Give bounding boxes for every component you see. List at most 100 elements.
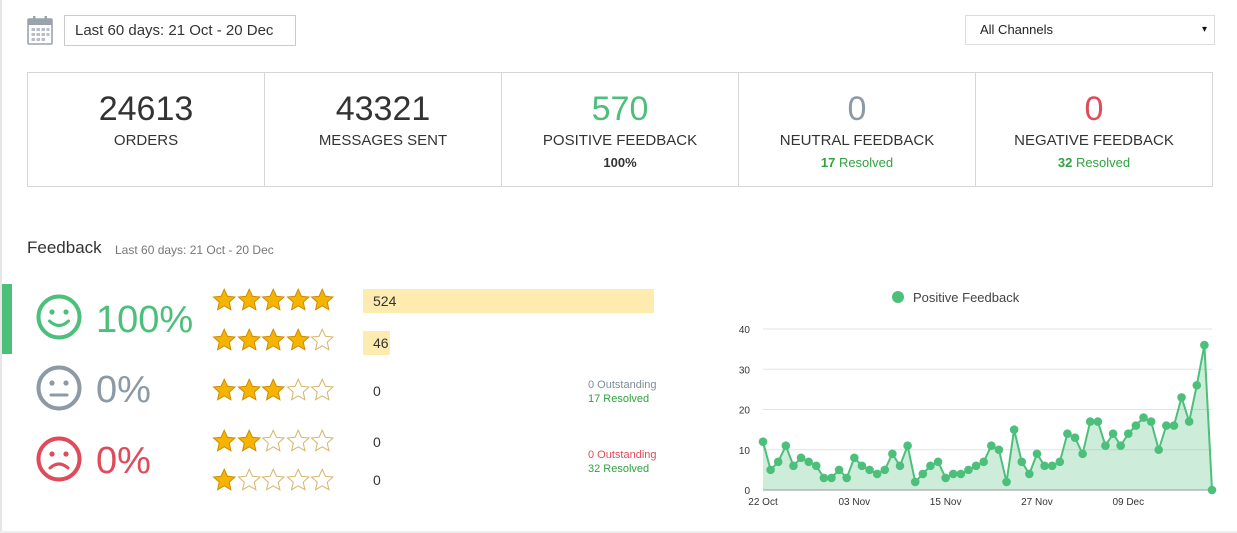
star-filled-icon (285, 288, 310, 311)
star-filled-icon (261, 288, 286, 311)
three-star-count: 0 (373, 383, 381, 399)
stat-orders[interactable]: 24613 ORDERS (28, 73, 265, 186)
data-point (1108, 429, 1118, 438)
stat-label: NEUTRAL FEEDBACK (779, 132, 935, 149)
data-point (773, 457, 783, 467)
data-point (1047, 461, 1057, 471)
stat-label: MESSAGES SENT (318, 132, 448, 149)
data-point (964, 465, 973, 475)
positive-feedback-chart[interactable]: 0 10 20 30 40 22 Oct 03 Nov 15 Nov 27 Nov 09 Dec (730, 284, 1220, 514)
data-point (1101, 441, 1110, 451)
feedback-title: Feedback (27, 238, 102, 257)
data-point (1040, 461, 1049, 471)
negative-outstanding: 0 Outstanding (588, 449, 657, 461)
data-point (819, 473, 829, 483)
star-filled-icon (212, 328, 237, 351)
calendar-icon[interactable] (27, 15, 53, 45)
stat-label: POSITIVE FEEDBACK (542, 132, 698, 149)
stat-value: 0 (847, 90, 867, 128)
data-point (1207, 485, 1217, 495)
data-point (1032, 449, 1042, 459)
data-point (1169, 421, 1179, 430)
data-point (1200, 340, 1209, 350)
one-star-count: 0 (373, 472, 381, 488)
star-empty-icon (285, 378, 310, 401)
negative-resolved: 32 Resolved (588, 463, 650, 475)
star-empty-icon (261, 429, 286, 452)
smile-face-icon[interactable] (36, 294, 82, 340)
neutral-percentage: 0% (96, 369, 151, 411)
x-tick-label: 15 Nov (930, 497, 962, 508)
data-point (834, 465, 844, 475)
page-left-border (0, 0, 2, 533)
channel-select-value: All Channels (980, 22, 1053, 37)
star-empty-icon (285, 468, 310, 491)
sad-face-icon[interactable] (36, 436, 82, 482)
stat-label: NEGATIVE FEEDBACK (1014, 132, 1174, 149)
data-point (1055, 457, 1065, 467)
four-star-count-bar[interactable]: 46 (363, 331, 390, 355)
star-filled-icon (236, 288, 261, 311)
data-point (1009, 425, 1019, 434)
page-bottom-border (0, 531, 1237, 533)
neutral-status[interactable]: 0 Outstanding 17 Resolved (588, 378, 657, 406)
data-point (758, 437, 768, 446)
star-filled-icon (212, 288, 237, 311)
chart-legend[interactable]: Positive Feedback (913, 290, 1020, 305)
data-point (1116, 441, 1125, 451)
star-empty-icon (285, 429, 310, 452)
data-point (1139, 413, 1148, 422)
four-star-rating[interactable] (212, 327, 336, 353)
data-point (796, 453, 806, 463)
resolved-label: Resolved (1072, 155, 1131, 170)
data-point (1025, 469, 1034, 479)
y-tick-label: 30 (739, 365, 751, 376)
neutral-face-icon[interactable] (36, 365, 82, 411)
star-filled-icon (212, 429, 237, 452)
chevron-down-icon: ▾ (1201, 24, 1207, 35)
data-point (1177, 393, 1186, 402)
stat-neutral-feedback[interactable]: 0 NEUTRAL FEEDBACK 17 Resolved (739, 73, 976, 186)
data-point (1184, 417, 1194, 426)
star-filled-icon (285, 328, 310, 351)
data-point (1093, 417, 1103, 426)
data-point (987, 441, 996, 451)
star-filled-icon (236, 378, 261, 401)
star-filled-icon (261, 328, 286, 351)
data-point (933, 457, 943, 467)
date-range-picker[interactable]: Last 60 days: 21 Oct - 20 Dec (64, 15, 296, 46)
stats-summary: 24613 ORDERS 43321 MESSAGES SENT 570 POS… (27, 72, 1213, 187)
star-filled-icon (236, 429, 261, 452)
two-star-rating[interactable] (212, 428, 336, 454)
data-point (888, 449, 897, 459)
selected-indicator (2, 284, 12, 354)
data-point (1078, 449, 1087, 459)
y-tick-label: 20 (739, 406, 751, 417)
negative-percentage: 0% (96, 440, 151, 482)
data-point (1017, 457, 1027, 467)
neutral-resolved: 17 Resolved (588, 393, 650, 405)
three-star-rating[interactable] (212, 377, 336, 403)
data-point (1131, 421, 1141, 430)
x-tick-label: 09 Dec (1112, 497, 1144, 508)
one-star-rating[interactable] (212, 467, 336, 493)
stat-negative-feedback[interactable]: 0 NEGATIVE FEEDBACK 32 Resolved (976, 73, 1212, 186)
channel-select[interactable]: All Channels ▾ (965, 15, 1215, 45)
five-star-rating[interactable] (212, 287, 336, 313)
stat-sub: 100% (603, 155, 637, 170)
stat-positive-feedback[interactable]: 570 POSITIVE FEEDBACK 100% (502, 73, 739, 186)
data-point (1162, 421, 1171, 430)
data-point (926, 461, 935, 471)
resolved-count: 17 (820, 155, 836, 170)
stat-value: 24613 (98, 90, 194, 128)
stat-messages-sent[interactable]: 43321 MESSAGES SENT (265, 73, 502, 186)
negative-status[interactable]: 0 Outstanding 32 Resolved (588, 448, 657, 476)
data-point (971, 461, 981, 471)
stat-sub: 32 Resolved (976, 155, 1212, 170)
resolved-count: 32 (1057, 155, 1073, 170)
five-star-count-bar[interactable]: 524 (363, 289, 654, 313)
star-empty-icon (236, 468, 261, 491)
stat-value: 0 (1084, 90, 1104, 128)
data-point (948, 469, 958, 479)
star-empty-icon (261, 468, 286, 491)
